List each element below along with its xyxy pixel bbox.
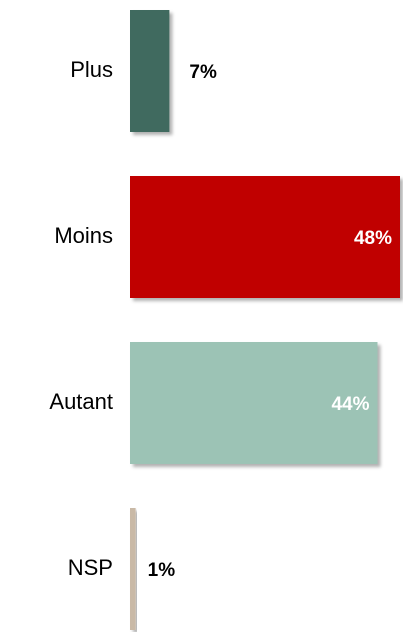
category-label: Plus bbox=[70, 57, 113, 82]
bar bbox=[130, 10, 170, 132]
value-label: 1% bbox=[148, 560, 176, 581]
value-label: 48% bbox=[354, 228, 392, 249]
value-label: 44% bbox=[331, 394, 369, 415]
category-label: Moins bbox=[54, 223, 113, 248]
value-label: 7% bbox=[189, 62, 217, 83]
category-label: NSP bbox=[68, 555, 113, 580]
bar bbox=[130, 508, 136, 630]
bar bbox=[130, 342, 378, 464]
bar bbox=[130, 176, 400, 298]
category-label: Autant bbox=[49, 389, 113, 414]
